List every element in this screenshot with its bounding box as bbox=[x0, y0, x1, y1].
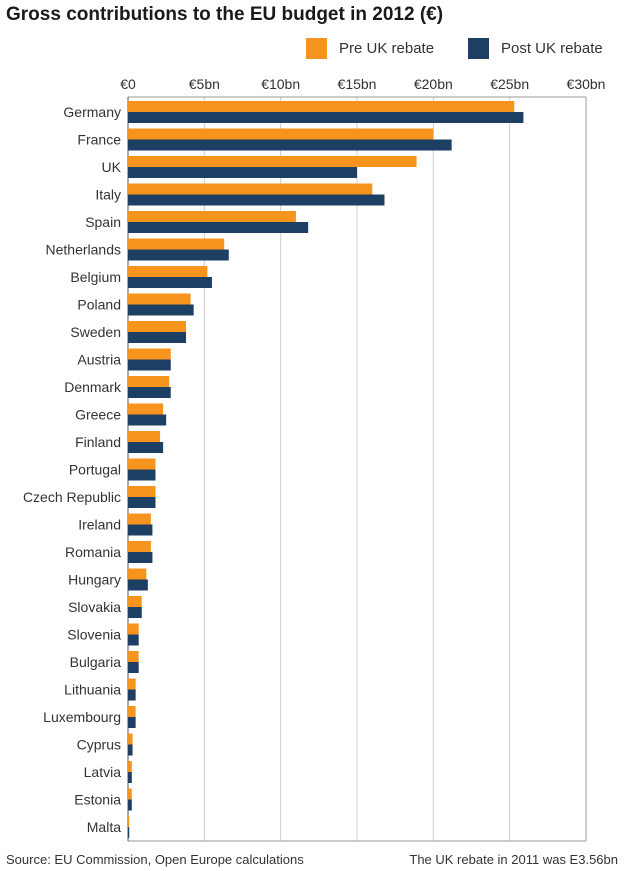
bar-post-rebate-slovakia bbox=[128, 607, 142, 618]
category-label-bulgaria: Bulgaria bbox=[70, 654, 122, 670]
x-tick-label-25bn: €25bn bbox=[490, 76, 529, 92]
bar-pre-rebate-slovakia bbox=[128, 596, 142, 607]
bar-pre-rebate-luxembourg bbox=[128, 706, 136, 717]
legend-item-pre-rebate: Pre UK rebate bbox=[306, 38, 434, 59]
bar-post-rebate-bulgaria bbox=[128, 662, 139, 673]
bar-pre-rebate-denmark bbox=[128, 376, 170, 387]
category-label-austria: Austria bbox=[77, 352, 121, 368]
bar-post-rebate-latvia bbox=[128, 772, 132, 783]
bar-pre-rebate-poland bbox=[128, 293, 191, 305]
legend-label-pre-rebate: Pre UK rebate bbox=[339, 40, 435, 57]
chart-legend: Pre UK rebate Post UK rebate bbox=[300, 38, 618, 66]
category-label-cyprus: Cyprus bbox=[77, 737, 121, 753]
bar-post-rebate-netherlands bbox=[128, 249, 229, 261]
legend-item-post-rebate: Post UK rebate bbox=[468, 38, 603, 59]
category-label-france: France bbox=[77, 132, 121, 148]
bar-pre-rebate-spain bbox=[128, 211, 296, 222]
x-tick-label-5bn: €5bn bbox=[189, 76, 220, 92]
bar-pre-rebate-slovenia bbox=[128, 623, 139, 635]
category-label-poland: Poland bbox=[77, 297, 121, 313]
bar-post-rebate-czech-republic bbox=[128, 497, 156, 508]
category-label-belgium: Belgium bbox=[70, 269, 121, 285]
bar-post-rebate-slovenia bbox=[128, 634, 139, 646]
rebate-note: The UK rebate in 2011 was E3.56bn bbox=[409, 852, 618, 867]
bar-post-rebate-france bbox=[128, 139, 452, 151]
category-label-denmark: Denmark bbox=[64, 379, 122, 395]
x-tick-label-10bn: €10bn bbox=[261, 76, 300, 92]
category-label-finland: Finland bbox=[75, 434, 121, 450]
bar-pre-rebate-czech-republic bbox=[128, 486, 156, 497]
category-label-czech-republic: Czech Republic bbox=[23, 489, 121, 505]
bar-pre-rebate-bulgaria bbox=[128, 651, 139, 662]
category-label-portugal: Portugal bbox=[69, 462, 121, 478]
chart-title: Gross contributions to the EU budget in … bbox=[6, 4, 444, 25]
bar-post-rebate-estonia bbox=[128, 799, 132, 811]
category-label-sweden: Sweden bbox=[70, 324, 121, 340]
bar-post-rebate-austria bbox=[128, 359, 171, 371]
bar-post-rebate-sweden bbox=[128, 332, 187, 343]
category-label-spain: Spain bbox=[85, 214, 121, 230]
category-label-uk: UK bbox=[102, 159, 122, 175]
bar-post-rebate-romania bbox=[128, 552, 153, 563]
bar-post-rebate-poland bbox=[128, 304, 194, 316]
category-label-slovakia: Slovakia bbox=[68, 599, 121, 615]
bar-post-rebate-lithuania bbox=[128, 689, 136, 701]
bar-post-rebate-denmark bbox=[128, 387, 171, 398]
bar-post-rebate-portugal bbox=[128, 469, 156, 481]
x-tick-label-0: €0 bbox=[120, 76, 136, 92]
bar-pre-rebate-lithuania bbox=[128, 678, 136, 690]
bar-pre-rebate-ireland bbox=[128, 513, 151, 525]
bar-post-rebate-spain bbox=[128, 222, 309, 233]
bar-pre-rebate-germany bbox=[128, 101, 515, 112]
category-label-romania: Romania bbox=[65, 544, 121, 560]
category-label-luxembourg: Luxembourg bbox=[43, 709, 121, 725]
bar-post-rebate-italy bbox=[128, 194, 385, 206]
bar-post-rebate-germany bbox=[128, 112, 524, 123]
bar-pre-rebate-greece bbox=[128, 403, 164, 415]
bar-pre-rebate-netherlands bbox=[128, 238, 225, 250]
bar-post-rebate-belgium bbox=[128, 277, 212, 288]
bar-pre-rebate-sweden bbox=[128, 321, 187, 332]
bar-post-rebate-hungary bbox=[128, 579, 148, 591]
bar-post-rebate-uk bbox=[128, 167, 357, 178]
bar-post-rebate-luxembourg bbox=[128, 717, 136, 728]
category-label-italy: Italy bbox=[95, 187, 121, 203]
category-label-netherlands: Netherlands bbox=[46, 242, 122, 258]
bar-pre-rebate-austria bbox=[128, 348, 171, 360]
bar-pre-rebate-italy bbox=[128, 183, 373, 195]
bar-pre-rebate-cyprus bbox=[128, 733, 133, 745]
category-label-germany: Germany bbox=[63, 104, 121, 120]
category-label-slovenia: Slovenia bbox=[67, 627, 121, 643]
bar-pre-rebate-estonia bbox=[128, 788, 132, 800]
bar-pre-rebate-romania bbox=[128, 541, 151, 552]
bar-pre-rebate-hungary bbox=[128, 568, 147, 580]
bar-post-rebate-greece bbox=[128, 414, 167, 426]
source-note: Source: EU Commission, Open Europe calcu… bbox=[6, 852, 304, 867]
bar-pre-rebate-uk bbox=[128, 156, 417, 167]
bar-pre-rebate-france bbox=[128, 128, 434, 140]
legend-swatch-pre-rebate bbox=[306, 38, 327, 59]
category-label-malta: Malta bbox=[87, 819, 121, 835]
category-label-ireland: Ireland bbox=[78, 517, 121, 533]
category-label-latvia: Latvia bbox=[84, 764, 122, 780]
category-label-lithuania: Lithuania bbox=[64, 682, 121, 698]
category-label-greece: Greece bbox=[75, 407, 121, 423]
x-tick-label-30bn: €30bn bbox=[567, 76, 606, 92]
bar-pre-rebate-finland bbox=[128, 431, 161, 442]
category-label-hungary: Hungary bbox=[68, 572, 121, 588]
bar-post-rebate-ireland bbox=[128, 524, 153, 536]
bar-post-rebate-cyprus bbox=[128, 744, 133, 756]
legend-label-post-rebate: Post UK rebate bbox=[501, 40, 603, 57]
bar-pre-rebate-latvia bbox=[128, 761, 132, 772]
bar-pre-rebate-belgium bbox=[128, 266, 208, 277]
legend-swatch-post-rebate bbox=[468, 38, 489, 59]
bar-post-rebate-malta bbox=[128, 827, 130, 838]
bar-pre-rebate-portugal bbox=[128, 458, 156, 470]
bar-post-rebate-finland bbox=[128, 442, 164, 453]
category-label-estonia: Estonia bbox=[74, 792, 121, 808]
x-tick-label-15bn: €15bn bbox=[338, 76, 377, 92]
bar-pre-rebate-malta bbox=[128, 816, 130, 827]
x-tick-label-20bn: €20bn bbox=[414, 76, 453, 92]
